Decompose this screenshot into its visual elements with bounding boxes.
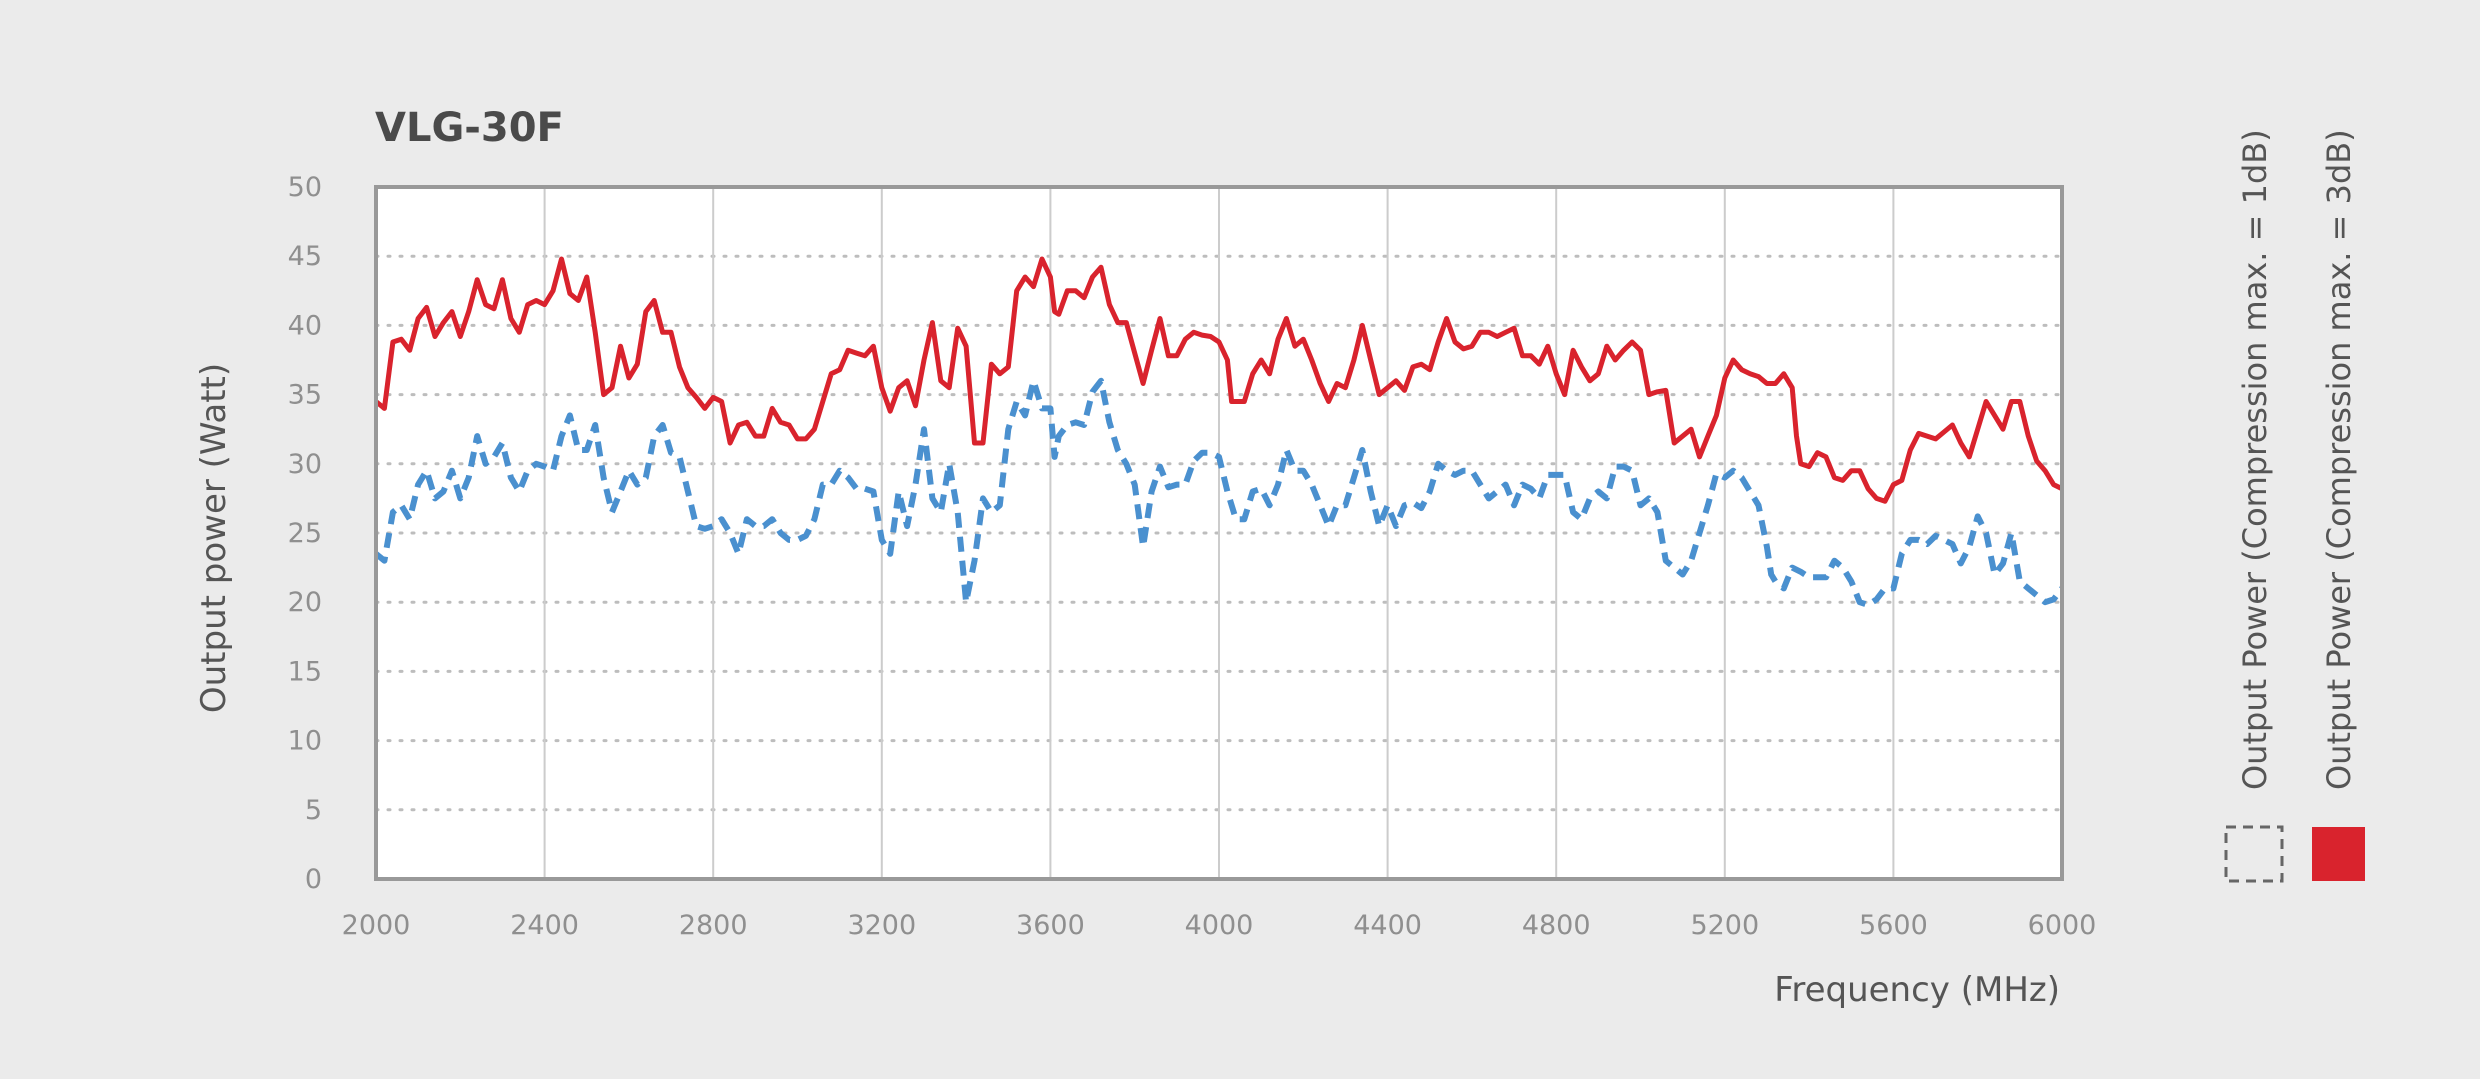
x-tick-label: 6000 (2028, 910, 2097, 941)
legend-label-1db: Output Power (Compression max. = 1dB) (2236, 129, 2274, 790)
x-axis-label: Frequency (MHz) (1774, 970, 2060, 1010)
plot-frame (374, 185, 2064, 881)
y-tick-label: 30 (288, 449, 322, 480)
x-tick-label: 5600 (1859, 910, 1928, 941)
x-tick-label: 2000 (342, 910, 411, 941)
series-line-3db (376, 256, 2062, 504)
x-tick-label: 2400 (510, 910, 579, 941)
legend: Output Power (Compression max. = 1dB) Ou… (2224, 129, 2365, 883)
x-tick-label: 2800 (679, 910, 748, 941)
grid (374, 187, 2064, 879)
y-tick-label: 10 (288, 726, 322, 757)
x-tick-label: 4000 (1185, 910, 1254, 941)
x-tick-label: 3600 (1016, 910, 1085, 941)
y-axis-label: Output power (Watt) (194, 363, 234, 713)
legend-label-3db: Output Power (Compression max. = 3dB) (2320, 129, 2358, 790)
series-lines (376, 256, 2062, 608)
y-axis-ticks: 0 5 10 15 20 25 30 35 40 45 50 (288, 172, 322, 895)
legend-swatch-3db (2312, 827, 2365, 881)
y-tick-label: 0 (305, 864, 322, 895)
y-tick-label: 15 (288, 656, 322, 687)
y-tick-label: 50 (288, 172, 322, 203)
legend-swatch-1db (2224, 825, 2284, 883)
x-tick-label: 4400 (1353, 910, 1422, 941)
y-tick-label: 25 (288, 518, 322, 549)
series-line-1db (376, 377, 2062, 608)
y-tick-label: 40 (288, 310, 322, 341)
x-tick-label: 3200 (847, 910, 916, 941)
y-tick-label: 35 (288, 380, 322, 411)
y-tick-label: 5 (305, 795, 322, 826)
chart-title: VLG-30F (375, 105, 564, 151)
x-tick-label: 4800 (1522, 910, 1591, 941)
x-tick-label: 5200 (1690, 910, 1759, 941)
y-tick-label: 20 (288, 587, 322, 618)
x-axis-ticks: 2000 2400 2800 3200 3600 4000 4400 4800 5200 5600… (342, 910, 2097, 941)
y-tick-label: 45 (288, 241, 322, 272)
